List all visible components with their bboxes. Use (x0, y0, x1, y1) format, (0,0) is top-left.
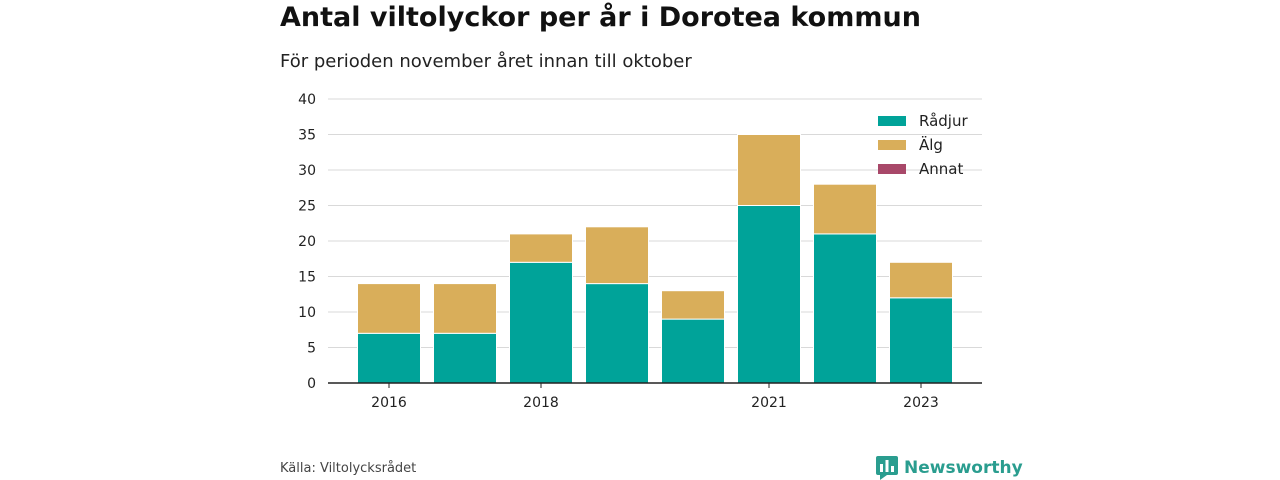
bar-segment (585, 283, 649, 384)
legend-swatch (878, 116, 906, 126)
y-tick-label: 40 (298, 92, 316, 108)
legend-swatch (878, 140, 906, 150)
bar-segment (661, 318, 725, 384)
x-tick-label: 2023 (903, 395, 939, 411)
x-tick-label: 2021 (751, 395, 787, 411)
chart-subtitle: För perioden november året innan till ok… (280, 51, 692, 72)
newsworthy-logo-icon (876, 456, 898, 480)
brand-logo[interactable]: Newsworthy (876, 456, 1023, 480)
y-tick-label: 35 (298, 128, 316, 144)
legend-swatch (878, 164, 906, 174)
bar-segment (585, 226, 649, 285)
legend-label: Annat (919, 160, 963, 178)
bar-segment (889, 261, 953, 299)
bar-segment (661, 290, 725, 320)
y-tick-label: 20 (298, 234, 316, 250)
bar-segment (509, 233, 573, 263)
bar-segment (357, 332, 421, 384)
bar-segment (813, 183, 877, 235)
x-tick-label: 2018 (523, 395, 559, 411)
y-tick-label: 25 (298, 199, 316, 215)
brand-name: Newsworthy (904, 458, 1023, 478)
y-tick-label: 30 (298, 163, 316, 179)
y-tick-label: 5 (307, 341, 316, 357)
bar-segment (509, 261, 573, 384)
bar-segment (433, 283, 497, 334)
legend-label: Rådjur (919, 112, 968, 130)
chart-title: Antal viltolyckor per år i Dorotea kommu… (280, 2, 921, 33)
y-tick-label: 15 (298, 270, 316, 286)
bar-segment (433, 332, 497, 384)
bar-segment (737, 134, 801, 206)
bar-segment (357, 283, 421, 334)
y-tick-label: 10 (298, 305, 316, 321)
legend-label: Älg (919, 135, 943, 154)
bar-segment (889, 297, 953, 384)
y-tick-label: 0 (307, 376, 316, 392)
source-note: Källa: Viltolycksrådet (280, 461, 417, 476)
bar-segment (737, 205, 801, 384)
bar-segment (813, 233, 877, 384)
x-tick-label: 2016 (371, 395, 407, 411)
